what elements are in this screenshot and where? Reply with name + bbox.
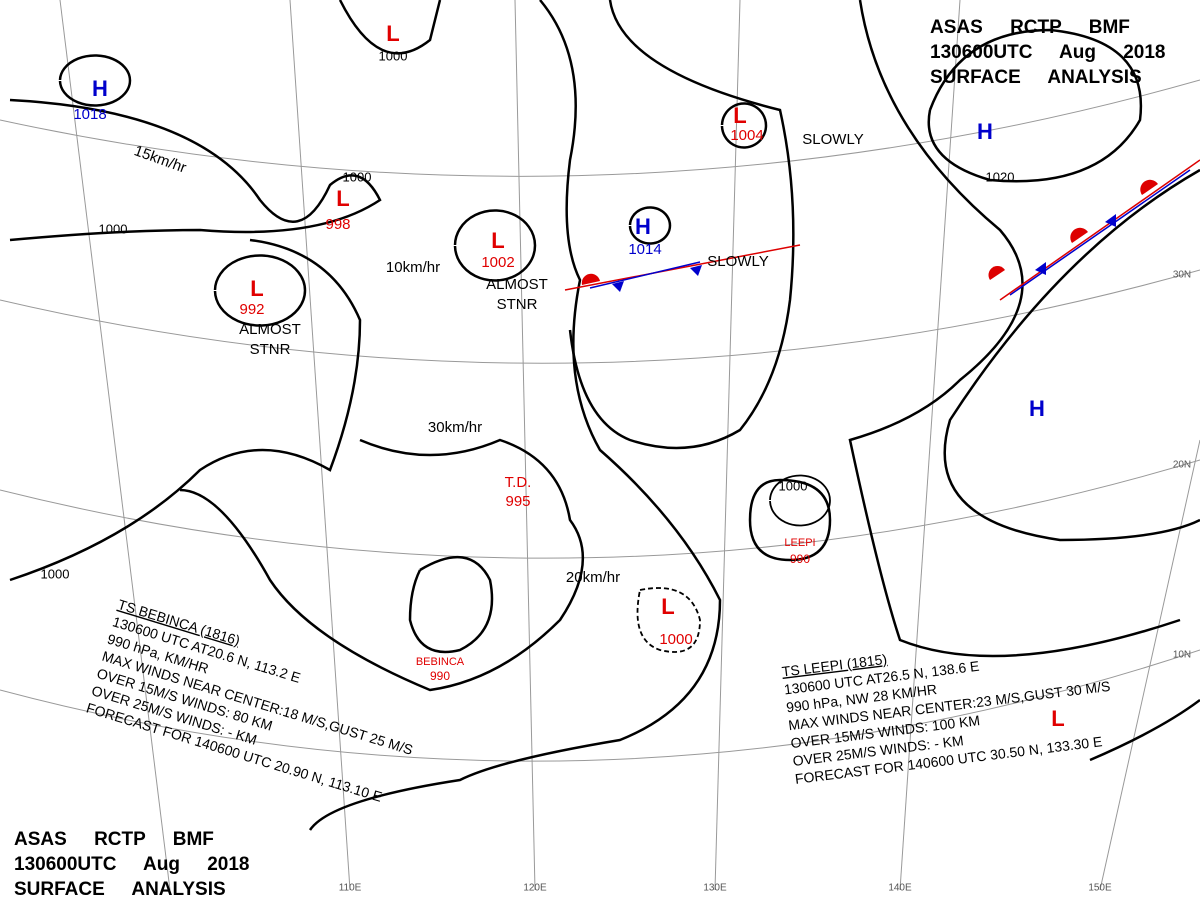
stationary-note: STNR — [250, 341, 291, 358]
system-pressure: 1004 — [730, 127, 763, 144]
storm-pressure: 990 — [430, 669, 450, 683]
stationary-note: STNR — [497, 296, 538, 313]
isobar-label: 1000 — [99, 221, 128, 236]
system-symbol: H — [1029, 396, 1045, 421]
graticule-label: 110E — [339, 883, 362, 894]
system-pressure: 992 — [239, 301, 264, 318]
header-line: SURFACE ANALYSIS — [930, 67, 1142, 88]
system-pressure: 1018 — [73, 106, 106, 123]
graticule — [0, 0, 1200, 891]
system-pressure: 1014 — [628, 241, 661, 258]
storm-name: LEEPI — [784, 537, 815, 549]
motion-label: 30km/hr — [428, 419, 482, 436]
fronts — [564, 159, 1200, 301]
storm-pressure: 990 — [790, 552, 810, 566]
motion-label: 20km/hr — [566, 569, 620, 586]
motion-label: 10km/hr — [386, 259, 440, 276]
isobar-label: 1000 — [343, 169, 372, 184]
storm-name: T.D. — [505, 474, 532, 491]
isobars — [9, 0, 1200, 831]
system-symbol: L — [491, 228, 504, 253]
graticule-label: 120E — [523, 883, 547, 894]
header-line: 130600UTC Aug 2018 — [930, 42, 1166, 63]
isobar-label: 1020 — [986, 169, 1015, 184]
system-symbol: L — [336, 186, 349, 211]
stationary-note: ALMOST — [239, 321, 301, 338]
graticule-label: 150E — [1088, 883, 1112, 894]
motion-label: SLOWLY — [707, 253, 768, 270]
system-symbol: H — [92, 76, 108, 101]
storm-pressure: 995 — [505, 493, 530, 510]
system-symbol: L — [733, 103, 746, 128]
graticule-label: 130E — [703, 883, 727, 894]
graticule-label: 140E — [888, 883, 912, 894]
motion-label: SLOWLY — [802, 131, 863, 148]
system-symbol: L — [386, 21, 399, 46]
isobar-label: 1000 — [41, 566, 70, 581]
system-pressure: 1002 — [481, 254, 514, 271]
graticule-label: 10N — [1173, 650, 1191, 661]
system-symbol: H — [635, 214, 651, 239]
storm-name: BEBINCA — [416, 656, 465, 668]
system-pressure: 998 — [325, 216, 350, 233]
stationary-note: ALMOST — [486, 276, 548, 293]
system-symbol: L — [661, 594, 674, 619]
system-symbol: L — [250, 276, 263, 301]
header-line: ASAS RCTP BMF — [14, 829, 214, 850]
isobar-label: 1000 — [379, 48, 408, 63]
system-symbol: L — [1051, 706, 1064, 731]
header-line: 130600UTC Aug 2018 — [14, 854, 250, 875]
graticule-label: 30N — [1173, 270, 1191, 281]
header-line: ASAS RCTP BMF — [930, 17, 1130, 38]
system-pressure: 1000 — [659, 631, 692, 648]
header-line: SURFACE ANALYSIS — [14, 879, 226, 900]
isobar-label: 1000 — [779, 478, 808, 493]
graticule-label: 20N — [1173, 460, 1191, 471]
system-symbol: H — [977, 119, 993, 144]
